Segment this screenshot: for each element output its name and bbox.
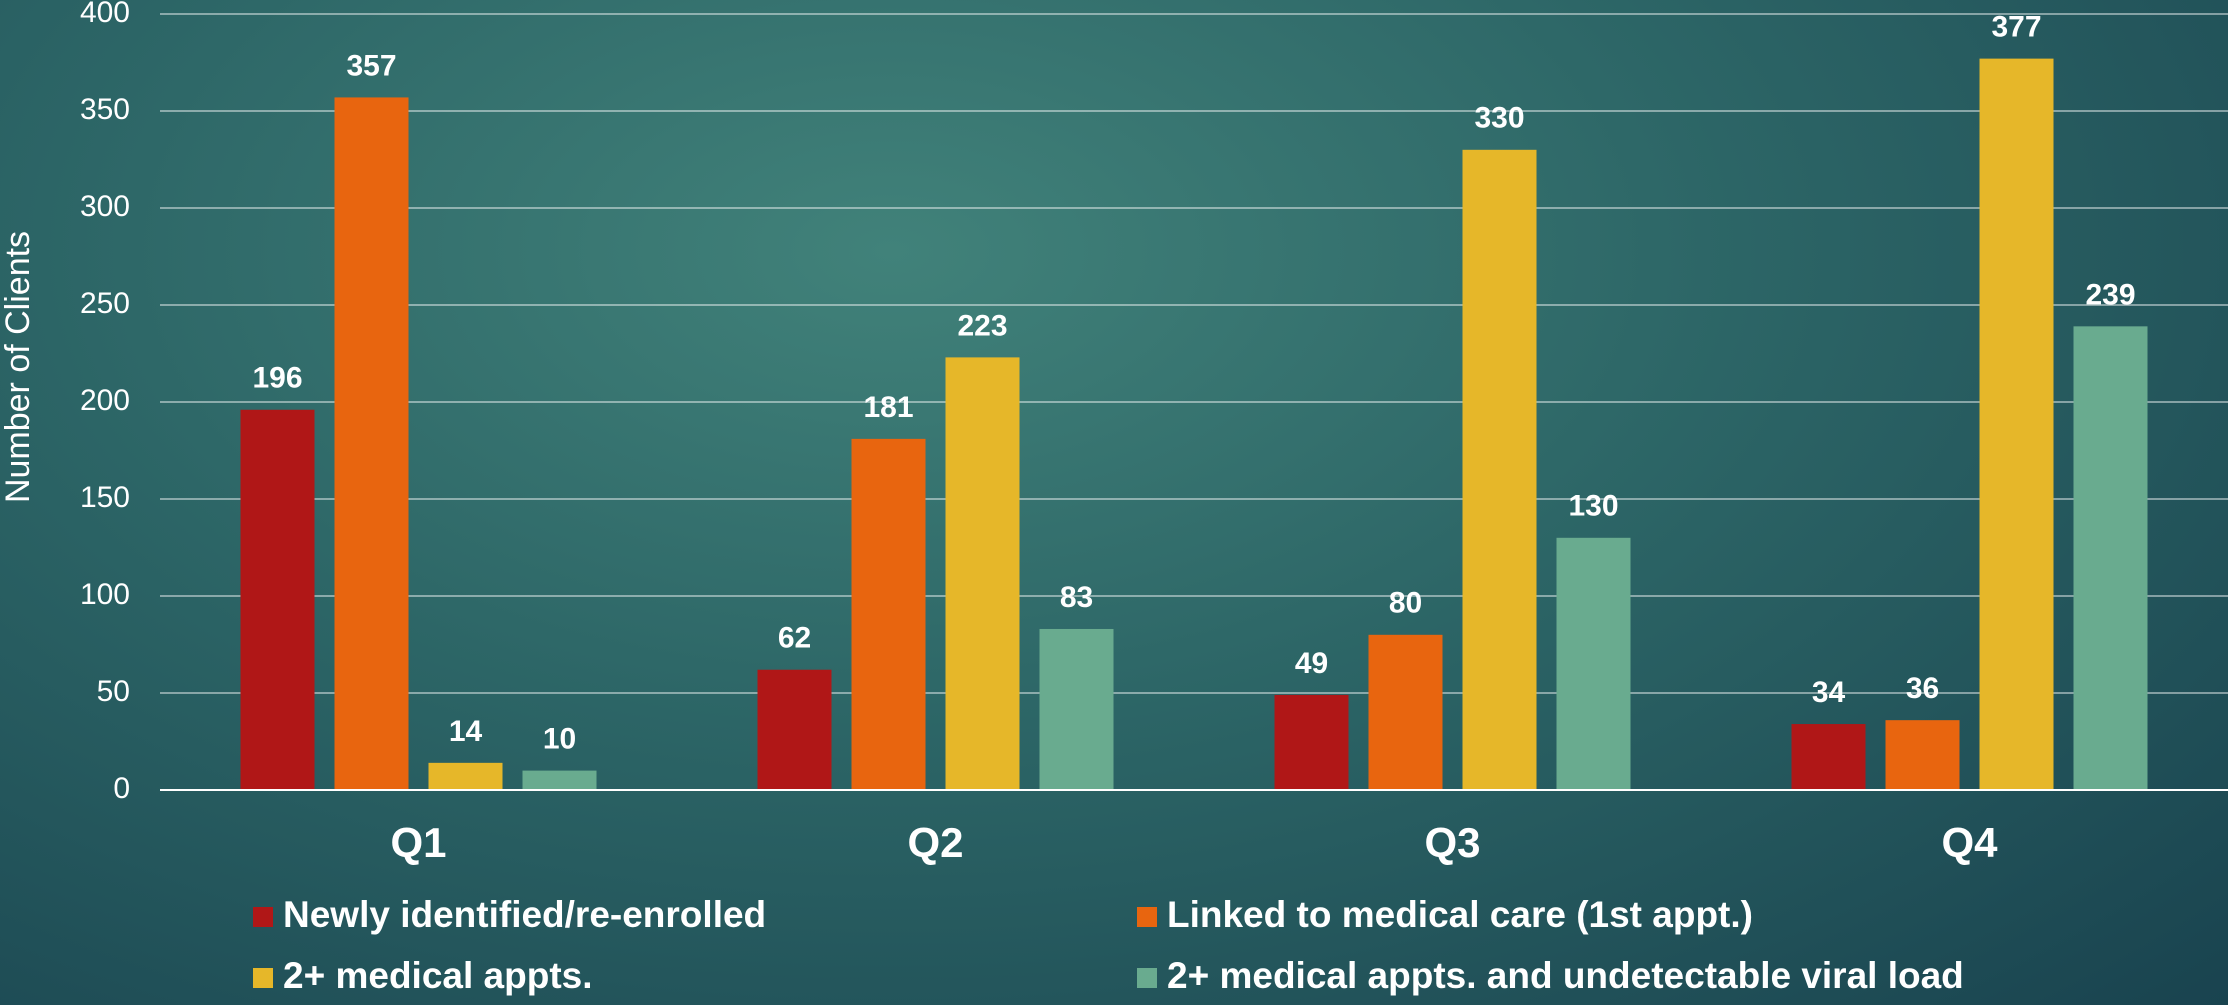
bar — [851, 438, 926, 790]
y-tick-label: 300 — [80, 190, 130, 223]
y-tick-label: 400 — [80, 0, 130, 29]
bar — [1368, 634, 1443, 790]
bar — [1556, 537, 1631, 790]
data-label: 223 — [957, 309, 1007, 342]
y-tick-label: 50 — [97, 675, 130, 708]
bar — [522, 770, 597, 790]
data-label: 330 — [1474, 102, 1524, 135]
data-label: 62 — [778, 622, 811, 655]
data-label: 181 — [863, 391, 913, 424]
bar — [2073, 326, 2148, 790]
legend-label: Newly identified/re-enrolled — [283, 894, 766, 935]
data-label: 34 — [1812, 676, 1846, 709]
legend-swatch — [1137, 968, 1157, 988]
x-tick-label: Q4 — [1941, 819, 1998, 866]
x-tick-label: Q3 — [1424, 819, 1480, 866]
data-label: 196 — [252, 362, 302, 395]
bar — [757, 669, 832, 790]
bar — [428, 762, 503, 790]
data-label: 83 — [1060, 581, 1093, 614]
bar — [1274, 694, 1349, 790]
y-tick-label: 250 — [80, 287, 130, 320]
data-label: 357 — [346, 49, 396, 82]
legend-label: Linked to medical care (1st appt.) — [1167, 894, 1753, 935]
legend-label: 2+ medical appts. — [283, 955, 593, 996]
data-label: 10 — [543, 723, 576, 756]
y-tick-label: 200 — [80, 384, 130, 417]
y-tick-label: 0 — [113, 772, 130, 805]
data-label: 130 — [1568, 490, 1618, 523]
data-label: 14 — [449, 715, 483, 748]
y-tick-label: 350 — [80, 93, 130, 126]
bar — [1791, 724, 1866, 790]
legend-swatch — [253, 907, 273, 927]
data-label: 239 — [2085, 278, 2135, 311]
bar — [334, 97, 409, 791]
bar — [1462, 149, 1537, 791]
x-tick-label: Q1 — [390, 819, 446, 866]
data-label: 49 — [1295, 647, 1328, 680]
bar — [945, 357, 1020, 790]
data-label: 80 — [1389, 587, 1422, 620]
y-tick-label: 100 — [80, 578, 130, 611]
legend-swatch — [1137, 907, 1157, 927]
legend-swatch — [253, 968, 273, 988]
data-label: 36 — [1906, 672, 1939, 705]
bar — [1885, 720, 1960, 790]
data-label: 377 — [1991, 11, 2041, 44]
bar — [1979, 58, 2054, 791]
x-tick-label: Q2 — [907, 819, 963, 866]
y-axis-title: Number of Clients — [0, 231, 37, 503]
bar — [240, 409, 315, 790]
bar — [1039, 628, 1114, 790]
legend-label: 2+ medical appts. and undetectable viral… — [1167, 955, 1964, 996]
y-tick-label: 150 — [80, 481, 130, 514]
